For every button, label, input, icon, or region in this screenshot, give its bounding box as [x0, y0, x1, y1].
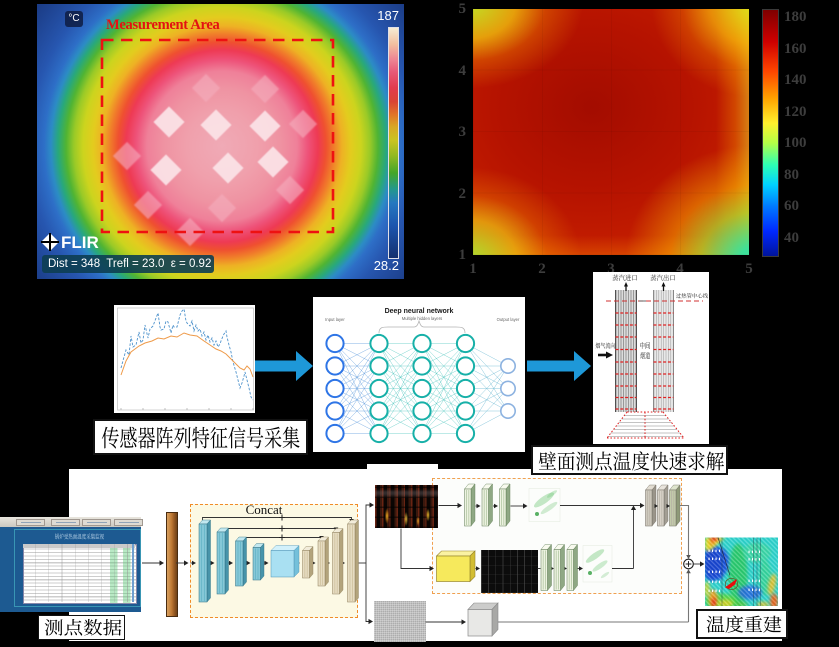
svg-text:Output layer: Output layer [497, 317, 520, 322]
svg-text:FLIR: FLIR [61, 233, 99, 252]
svg-text:Input layer: Input layer [325, 317, 345, 322]
svg-text:Multiple hidden layers: Multiple hidden layers [402, 316, 443, 321]
svg-text:Deep neural network: Deep neural network [385, 308, 454, 315]
